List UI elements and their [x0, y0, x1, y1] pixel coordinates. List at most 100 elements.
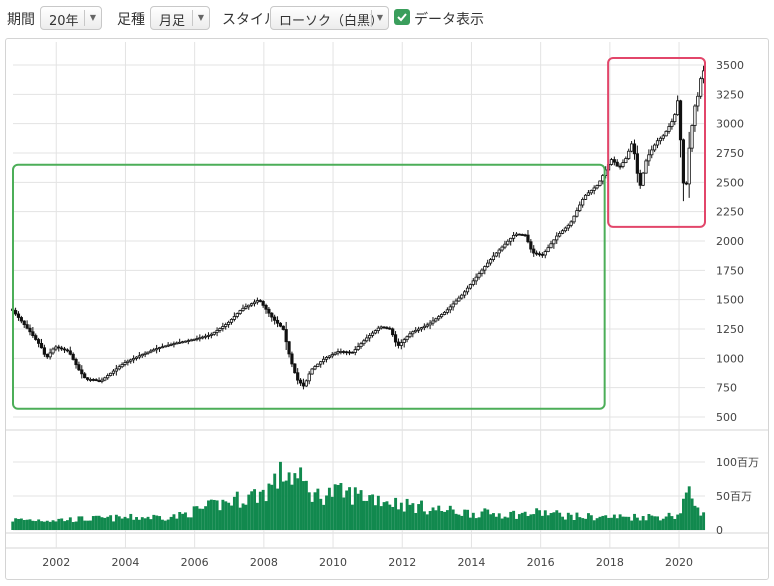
candle-body [491, 255, 496, 260]
candle-body [635, 153, 639, 174]
volume-bar [117, 516, 121, 530]
volume-bar [158, 516, 162, 530]
candle-body [28, 327, 32, 333]
candle-body [126, 360, 130, 363]
candle-body [270, 312, 274, 318]
candle-body [664, 130, 668, 137]
volume-bar [290, 484, 294, 530]
volume-bar [238, 507, 242, 530]
volume-bar [221, 499, 225, 530]
candle-body [693, 105, 697, 126]
volume-bar [379, 506, 383, 530]
volume-bar [454, 513, 458, 530]
candle-body [54, 346, 58, 350]
year-tick-label: 2016 [527, 556, 555, 569]
year-tick-label: 2004 [111, 556, 139, 569]
candle-body [546, 247, 550, 252]
volume-bar [114, 514, 118, 530]
candle-body [267, 308, 271, 314]
style-select[interactable]: ローソク（白黒） ▼ [270, 6, 389, 30]
check-icon [397, 13, 407, 22]
volume-bar [523, 511, 527, 530]
candle-body [595, 185, 599, 189]
volume-bar [230, 505, 233, 530]
volume-bar [270, 484, 274, 530]
period-select[interactable]: 20年 ▼ [40, 6, 102, 30]
price-tick-label: 3250 [716, 88, 744, 101]
volume-bar [425, 514, 429, 530]
volume-bar [598, 516, 602, 530]
chevron-down-icon: ▼ [371, 10, 388, 26]
candle-body [480, 269, 484, 275]
candle-body [471, 280, 475, 285]
candle-body [39, 343, 44, 349]
volume-bars [11, 461, 706, 530]
volume-bar [405, 498, 409, 530]
volume-bar [385, 501, 389, 530]
volume-bar [578, 517, 582, 530]
volume-bar [630, 520, 634, 530]
candle-body [483, 266, 487, 271]
candle-body [218, 328, 222, 331]
candle-body [621, 162, 625, 167]
volume-bar [195, 506, 199, 530]
volume-bar [267, 483, 271, 530]
candle-body [172, 343, 176, 346]
candle-body [65, 349, 70, 352]
volume-bar [74, 521, 78, 530]
candle-body [189, 339, 193, 342]
volume-bar [612, 514, 616, 530]
bar-type-select-value: 月足 [159, 14, 186, 29]
candle-body [25, 324, 29, 329]
volume-bar [255, 502, 259, 530]
volume-bar [178, 512, 182, 530]
candle-body [255, 300, 259, 303]
candle-body [681, 139, 686, 184]
style-label: スタイル [222, 12, 278, 28]
candle-body [555, 235, 559, 241]
candle-body [100, 379, 104, 382]
volume-bar [592, 520, 596, 530]
volume-bar [391, 506, 395, 530]
volume-bar [100, 517, 104, 530]
candle-body [94, 379, 98, 382]
volume-bar [215, 500, 219, 530]
volume-bar [253, 489, 257, 530]
volume-bar [152, 514, 156, 530]
candle-body [532, 248, 536, 254]
volume-bar [218, 510, 222, 530]
volume-bar [451, 509, 455, 530]
candle-body [137, 355, 141, 358]
volume-bar [658, 520, 662, 530]
candle-body [183, 340, 188, 343]
bar-type-select[interactable]: 月足 ▼ [150, 6, 210, 30]
candle-body [629, 143, 634, 152]
candle-body [140, 354, 144, 357]
data-display-label[interactable]: データ表示 [414, 12, 484, 28]
volume-bar [474, 518, 478, 530]
candle-body [339, 351, 343, 353]
candle-body [284, 329, 288, 343]
candle-body [451, 303, 455, 308]
candle-body [224, 324, 228, 327]
candle-body [385, 327, 389, 329]
volume-bar [486, 509, 490, 530]
candle-body [414, 329, 418, 333]
volume-bar [448, 505, 452, 530]
candle-body [448, 306, 452, 311]
volume-bar [207, 500, 210, 530]
candle-body [560, 230, 565, 234]
volume-bar [394, 497, 398, 530]
volume-bar [434, 510, 438, 530]
candle-body [103, 377, 107, 381]
candle-body [667, 126, 671, 132]
candle-body [393, 334, 398, 343]
candle-body [468, 284, 472, 289]
candle-body [304, 380, 308, 387]
candle-body [638, 172, 642, 186]
volume-bar [615, 518, 619, 530]
candle-body [350, 351, 354, 354]
volume-bar [397, 509, 400, 530]
data-display-checkbox[interactable] [394, 9, 410, 25]
candle-body [293, 363, 297, 374]
